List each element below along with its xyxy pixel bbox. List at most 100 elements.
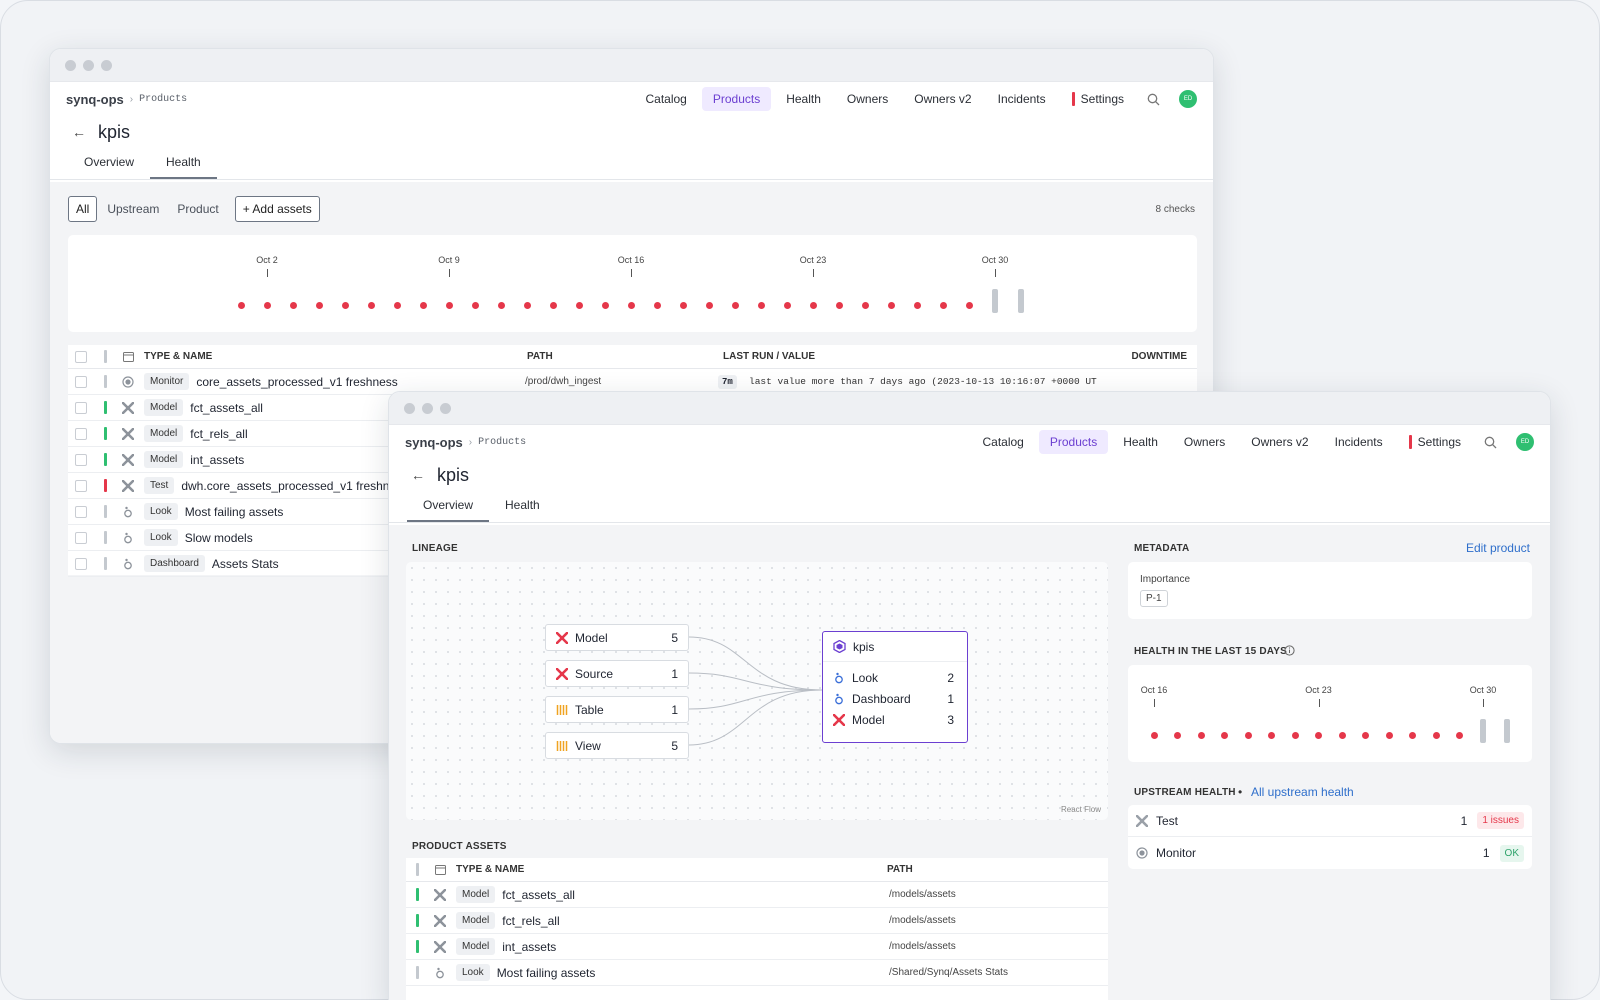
asset-name[interactable]: fct_rels_all (502, 913, 560, 928)
lineage-node-source[interactable]: Source 1 (545, 660, 689, 687)
window-zoom-dot[interactable] (101, 59, 112, 71)
health-dot-failing[interactable] (289, 301, 297, 309)
health-dot-failing[interactable] (679, 301, 687, 309)
asset-name[interactable]: int_assets (502, 939, 557, 954)
row-checkbox[interactable] (75, 427, 87, 440)
upstream-row[interactable]: Monitor 1 OK (1128, 837, 1532, 869)
row-checkbox[interactable] (75, 453, 87, 466)
filter-upstream[interactable]: Upstream (107, 202, 160, 216)
health-dot-failing[interactable] (835, 301, 843, 309)
table-row[interactable]: Model int_assets/models/assets (406, 934, 1108, 960)
health-dot-failing[interactable] (471, 301, 479, 309)
health-dot-failing[interactable] (1291, 731, 1299, 739)
health-dot-failing[interactable] (1221, 731, 1228, 739)
asset-name[interactable]: int_assets (190, 452, 245, 467)
brand-name[interactable]: synq-ops (405, 434, 463, 450)
row-checkbox[interactable] (75, 557, 87, 570)
health-bar-pending[interactable] (1503, 719, 1510, 743)
kpis-node[interactable]: kpis Look 2 Dashboard 1 Model 3 (822, 631, 968, 743)
window-minimize-dot[interactable] (83, 59, 94, 71)
nav-item-products[interactable]: Products (701, 87, 772, 111)
filter-product[interactable]: Product (177, 202, 219, 216)
row-checkbox[interactable] (75, 375, 87, 388)
back-arrow-icon[interactable]: ← (72, 124, 86, 140)
nav-item-settings[interactable]: Settings (1398, 430, 1472, 454)
table-row[interactable]: Model fct_rels_all/models/assets (406, 908, 1108, 934)
lineage-node-model[interactable]: Model 5 (545, 624, 689, 651)
asset-name[interactable]: dwh.core_assets_processed_v1 freshne (181, 478, 397, 493)
window-close-dot[interactable] (65, 59, 76, 71)
asset-name[interactable]: fct_assets_all (502, 887, 575, 902)
health-bar-pending[interactable] (992, 289, 998, 313)
health-dot-failing[interactable] (575, 301, 583, 309)
health-dot-failing[interactable] (1150, 731, 1158, 739)
nav-item-owners[interactable]: Owners (1183, 435, 1226, 449)
nav-item-catalog[interactable]: Catalog (982, 435, 1024, 449)
tab-overview[interactable]: Overview (84, 155, 135, 169)
lineage-node-view[interactable]: View 5 (545, 732, 689, 759)
health-dot-failing[interactable] (445, 301, 453, 309)
health-bar-pending[interactable] (1018, 289, 1024, 313)
row-checkbox[interactable] (75, 505, 87, 518)
health-dot-failing[interactable] (1197, 731, 1205, 739)
filter-all[interactable]: All (68, 196, 98, 222)
health-dot-failing[interactable] (393, 301, 401, 309)
breadcrumb[interactable]: Products (139, 93, 188, 105)
health-dot-failing[interactable] (263, 301, 271, 309)
health-dot-failing[interactable] (497, 301, 505, 309)
health-dot-failing[interactable] (237, 301, 245, 309)
search-icon[interactable] (1476, 428, 1504, 456)
health-dot-failing[interactable] (367, 301, 375, 309)
health-dot-failing[interactable] (783, 301, 791, 309)
health-dot-failing[interactable] (1456, 731, 1463, 739)
health-dot-failing[interactable] (705, 301, 713, 309)
health-dot-failing[interactable] (1315, 731, 1322, 739)
nav-item-health[interactable]: Health (786, 92, 821, 106)
kpis-node-row[interactable]: Dashboard 1 (823, 688, 967, 709)
health-dot-failing[interactable] (757, 301, 765, 309)
health-dot-failing[interactable] (1174, 731, 1181, 739)
asset-name[interactable]: Most failing assets (184, 504, 284, 519)
asset-name[interactable]: Assets Stats (211, 556, 279, 571)
health-dot-failing[interactable] (1432, 731, 1440, 739)
health-dot-failing[interactable] (809, 301, 817, 309)
nav-item-health[interactable]: Health (1123, 435, 1158, 449)
window-zoom-dot[interactable] (440, 402, 451, 414)
row-checkbox[interactable] (75, 401, 87, 414)
asset-name[interactable]: Slow models (184, 530, 253, 545)
table-row[interactable]: Monitor core_assets_processed_v1 freshnes… (68, 369, 1197, 395)
nav-item-incidents[interactable]: Incidents (1334, 435, 1383, 449)
health-dot-failing[interactable] (1244, 731, 1252, 739)
health-dot-failing[interactable] (887, 301, 895, 309)
row-checkbox[interactable] (75, 479, 87, 492)
table-row[interactable]: Model fct_assets_all/models/assets (406, 882, 1108, 908)
nav-item-owners-v2[interactable]: Owners v2 (914, 92, 972, 106)
health-dot-failing[interactable] (1268, 731, 1275, 739)
health-dot-failing[interactable] (419, 301, 427, 309)
table-row[interactable]: Look Most failing assets/Shared/Synq/Asse… (406, 960, 1108, 986)
kpis-node-row[interactable]: Look 2 (823, 667, 967, 688)
nav-item-incidents[interactable]: Incidents (997, 92, 1046, 106)
upstream-row[interactable]: Test 1 1 issues (1128, 805, 1532, 837)
health-bar-pending[interactable] (1480, 719, 1486, 743)
select-all-checkbox[interactable] (75, 350, 87, 363)
nav-item-products[interactable]: Products (1038, 430, 1109, 454)
health-dot-failing[interactable] (1409, 731, 1416, 739)
info-icon[interactable] (1284, 645, 1295, 659)
nav-item-settings[interactable]: Settings (1061, 87, 1135, 111)
all-upstream-health-link[interactable]: All upstream health (1251, 785, 1354, 799)
nav-item-catalog[interactable]: Catalog (645, 92, 687, 106)
health-dot-failing[interactable] (653, 301, 661, 309)
health-dot-failing[interactable] (965, 301, 973, 309)
health-dot-failing[interactable] (341, 301, 349, 309)
tab-health[interactable]: Health (505, 498, 540, 512)
health-dot-failing[interactable] (1338, 731, 1346, 739)
row-checkbox[interactable] (75, 531, 87, 544)
brand-name[interactable]: synq-ops (66, 91, 124, 107)
asset-name[interactable]: fct_rels_all (190, 426, 248, 441)
tab-health[interactable]: Health (150, 155, 217, 179)
tab-overview[interactable]: Overview (407, 498, 490, 522)
health-dot-failing[interactable] (627, 301, 635, 309)
health-dot-failing[interactable] (939, 301, 947, 309)
window-close-dot[interactable] (404, 402, 415, 414)
